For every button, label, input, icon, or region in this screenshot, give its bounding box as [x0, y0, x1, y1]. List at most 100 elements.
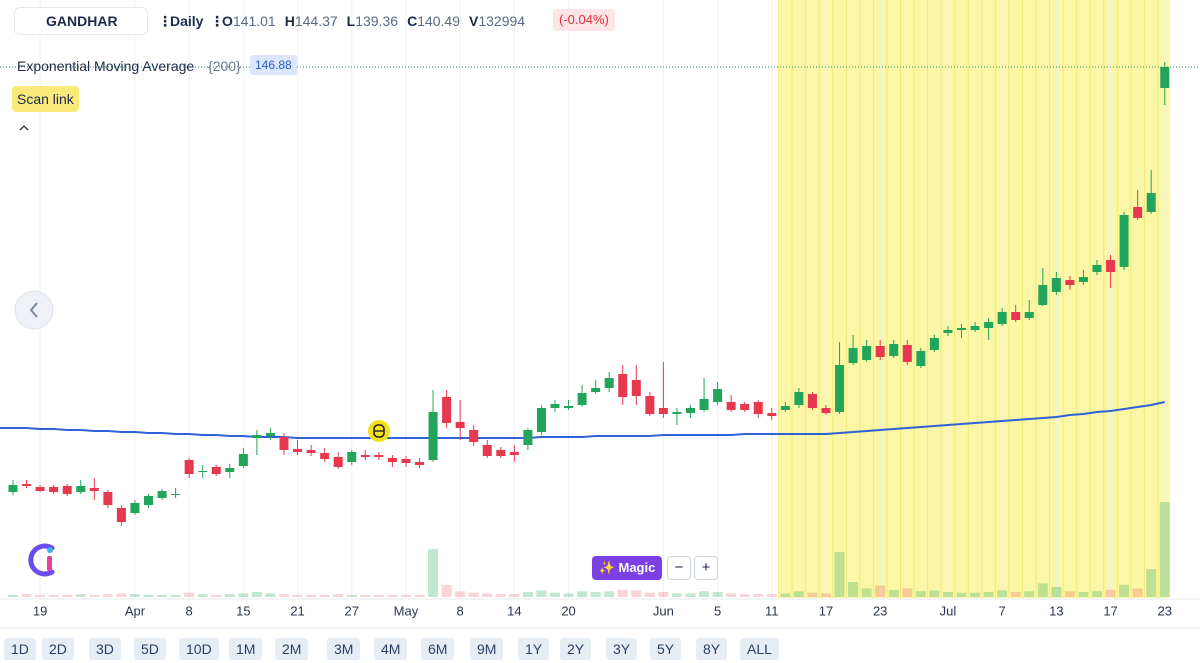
x-tick-label: 11	[765, 603, 779, 618]
volume-bar	[184, 592, 195, 597]
ohlcv-key: O	[222, 13, 233, 29]
range-button[interactable]: 10D	[179, 638, 219, 660]
ema-layer	[0, 401, 1165, 439]
bug-badge[interactable]	[368, 420, 390, 442]
change-badge: (-0.04%)	[553, 9, 615, 31]
candle-body	[442, 397, 452, 423]
volume-bar	[211, 594, 222, 597]
menu-dots[interactable]: ⋮	[210, 13, 224, 29]
candle-body	[767, 413, 777, 416]
x-tick-label: 19	[33, 603, 47, 618]
candle-body	[198, 471, 208, 472]
volume-bar	[1092, 591, 1102, 597]
volume-bar	[834, 552, 845, 597]
candle-body	[482, 445, 492, 456]
candle-body	[658, 408, 668, 414]
range-button[interactable]: 3D	[89, 638, 121, 660]
volume-bar	[902, 588, 913, 597]
volume-bar	[48, 594, 59, 597]
candle-body	[726, 402, 736, 410]
volume-bar	[942, 592, 953, 597]
volume-bar	[861, 588, 872, 597]
candle-body	[821, 408, 831, 413]
ohlcv-key: L	[346, 13, 356, 29]
highlight-region	[778, 0, 1170, 598]
ohlcv-key: H	[284, 13, 295, 29]
volume-bar	[129, 594, 140, 597]
volume-bar	[441, 584, 452, 597]
range-button[interactable]: 3Y	[606, 638, 638, 660]
candle-body	[523, 430, 533, 445]
range-button[interactable]: 6M	[421, 638, 455, 660]
volume-bar	[414, 594, 425, 597]
candle-body	[238, 454, 248, 466]
volume-bar	[373, 594, 384, 597]
x-tick-label: Jun	[653, 603, 674, 618]
volume-bar	[793, 591, 804, 597]
range-button[interactable]: 8Y	[696, 638, 728, 660]
candle-body	[496, 450, 506, 456]
candle-body	[699, 399, 709, 410]
scroll-left-button[interactable]	[14, 290, 54, 330]
candle-body	[22, 484, 32, 486]
volume-bar	[739, 594, 750, 597]
background-layer	[39, 0, 1170, 598]
range-button[interactable]: 3M	[327, 638, 361, 660]
candle-layer	[8, 62, 1170, 526]
x-tick-label: 14	[507, 603, 521, 618]
range-button[interactable]: 1Y	[518, 638, 550, 660]
candle-body	[225, 468, 235, 472]
candle-body	[509, 452, 519, 455]
candle-body	[401, 459, 411, 463]
candle-body	[875, 346, 885, 357]
volume-bar	[400, 594, 411, 597]
range-button[interactable]: 1D	[4, 638, 36, 660]
x-tick-label: 8	[457, 603, 464, 618]
volume-bar	[387, 594, 398, 597]
range-button[interactable]: ALL	[740, 638, 779, 660]
range-button[interactable]: 9M	[470, 638, 504, 660]
indicator-param: {200}	[208, 58, 241, 74]
range-button[interactable]: 5D	[134, 638, 166, 660]
range-button[interactable]: 4M	[374, 638, 408, 660]
volume-bar	[929, 590, 940, 597]
range-button[interactable]: 2D	[42, 638, 74, 660]
volume-bar	[522, 592, 533, 597]
collapse-icon[interactable]	[19, 125, 29, 131]
volume-bar	[102, 594, 113, 597]
candle-body	[1106, 260, 1116, 272]
x-tick-label: 23	[1158, 603, 1172, 618]
range-button[interactable]: 2M	[275, 638, 309, 660]
volume-bar	[224, 594, 235, 597]
x-axis: 19 Apr 8 15 21 27 May 8 14 20 Jun 5 11 17 23 Jul 7 13 17 23	[33, 603, 1172, 618]
volume-bar	[8, 594, 18, 597]
candle-body	[455, 422, 465, 428]
volume-bar	[699, 591, 710, 597]
magic-button[interactable]: ✨ Magic	[592, 556, 662, 580]
ohlcv-value: 140.49	[417, 13, 461, 29]
volume-bar	[915, 591, 926, 597]
zoom-out-button[interactable]: −	[667, 556, 691, 580]
interval[interactable]: Daily	[170, 13, 204, 29]
menu-dots[interactable]: ⋮	[158, 13, 172, 29]
candle-body	[848, 348, 858, 363]
candle-body	[916, 351, 926, 366]
range-button[interactable]: 2Y	[560, 638, 592, 660]
zoom-in-button[interactable]: +	[694, 556, 718, 580]
range-button[interactable]: 1M	[229, 638, 263, 660]
candle-body	[265, 433, 275, 436]
symbol-box[interactable]	[14, 7, 148, 35]
scan-link[interactable]: Scan link	[12, 86, 79, 112]
candle-body	[672, 412, 682, 414]
ohlcv-value: 132994	[478, 13, 526, 29]
candle-body	[171, 494, 181, 495]
x-tick-label: 15	[236, 603, 250, 618]
candle-body	[943, 330, 953, 333]
volume-bar	[1037, 583, 1048, 597]
candle-body	[780, 406, 790, 410]
candle-body	[293, 449, 303, 452]
range-button[interactable]: 5Y	[650, 638, 682, 660]
candle-body	[279, 437, 289, 450]
volume-bar	[875, 585, 886, 597]
